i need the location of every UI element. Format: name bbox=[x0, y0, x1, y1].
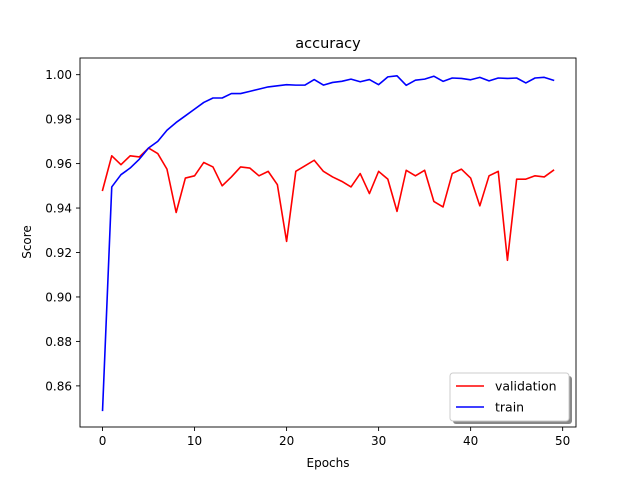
legend-label-0: validation bbox=[495, 379, 557, 394]
legend: validation train bbox=[449, 372, 572, 424]
y-tick-label: 0.96 bbox=[45, 157, 72, 171]
y-tick-label: 0.90 bbox=[45, 290, 72, 304]
x-tick-label: 50 bbox=[555, 434, 570, 448]
series-line-1 bbox=[101, 74, 555, 412]
axes-frame bbox=[79, 57, 577, 428]
x-tick-label: 20 bbox=[279, 434, 294, 448]
y-tick-label: 0.86 bbox=[45, 379, 72, 393]
plot-area: 0 10 20 30 40 50 0.86 0.88 0.90 0.92 0.94 0.96 0.98 1… bbox=[45, 57, 577, 448]
y-tick-label: 1.00 bbox=[45, 68, 72, 82]
y-tick-label: 0.88 bbox=[45, 335, 72, 349]
y-tick-label: 0.92 bbox=[45, 246, 72, 260]
chart-title: accuracy bbox=[295, 36, 361, 52]
legend-box bbox=[449, 372, 570, 422]
series-line-0 bbox=[101, 147, 555, 262]
y-axis-label: Score bbox=[20, 225, 34, 259]
x-tick-label: 10 bbox=[187, 434, 202, 448]
legend-label-1: train bbox=[495, 400, 524, 415]
y-tick-label: 0.94 bbox=[45, 202, 72, 216]
y-tick-label: 0.98 bbox=[45, 113, 72, 127]
x-tick-label: 0 bbox=[99, 434, 107, 448]
x-tick-label: 30 bbox=[371, 434, 386, 448]
x-axis-label: Epochs bbox=[307, 456, 350, 470]
x-tick-label: 40 bbox=[463, 434, 478, 448]
